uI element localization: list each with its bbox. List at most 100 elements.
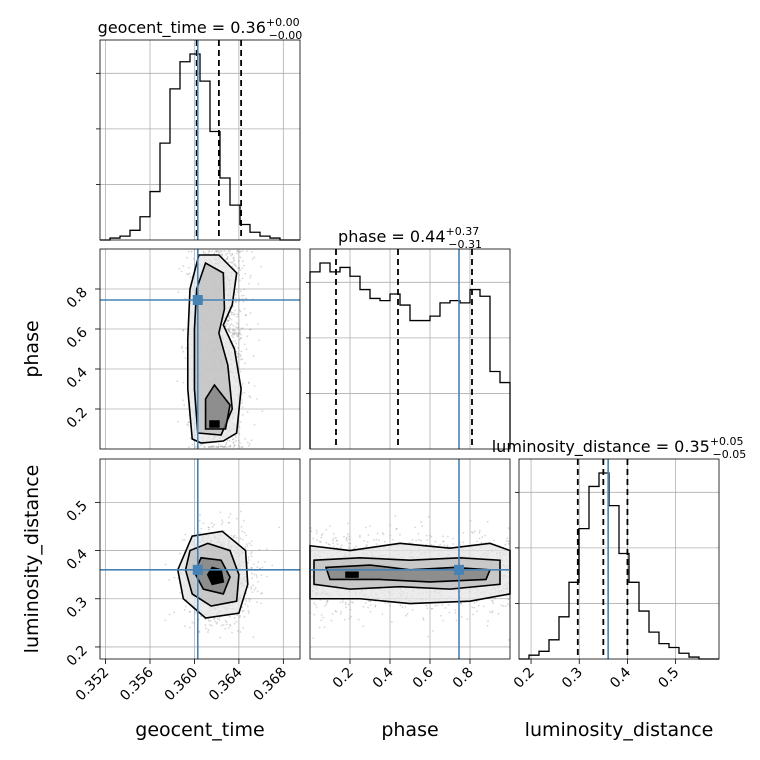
sample-point (238, 308, 241, 311)
sample-point (395, 527, 398, 530)
sample-point (466, 618, 469, 621)
sample-point (345, 606, 347, 609)
sample-point (426, 539, 429, 541)
sample-point (232, 536, 235, 539)
sample-point (443, 544, 446, 547)
yaxis-label-phase: phase (21, 320, 43, 377)
sample-point (200, 615, 202, 617)
sample-point (241, 402, 243, 404)
sample-point (238, 446, 241, 448)
sample-point (256, 566, 259, 569)
sample-point (184, 297, 187, 300)
sample-point (376, 532, 379, 535)
sample-point (239, 310, 242, 313)
sample-point (506, 602, 509, 605)
sample-point (214, 620, 217, 623)
sample-point (374, 604, 377, 607)
sample-point (230, 313, 233, 316)
sample-point (225, 623, 228, 626)
sample-point (490, 611, 493, 614)
sample-point (328, 543, 331, 546)
sample-point (236, 335, 239, 338)
sample-point (233, 444, 236, 447)
sample-point (507, 542, 510, 545)
sample-point (238, 329, 241, 332)
sample-point (239, 614, 242, 617)
sample-point (253, 573, 256, 576)
sample-point (454, 609, 457, 612)
sample-point (227, 250, 230, 252)
sample-point (432, 629, 435, 632)
sample-point (500, 604, 503, 607)
sample-point (228, 329, 231, 332)
sample-point (244, 297, 247, 300)
sample-point (188, 446, 190, 448)
sample-point (314, 604, 317, 606)
sample-point (243, 264, 246, 267)
sample-point (242, 382, 244, 385)
sample-point (389, 604, 392, 607)
sample-point (313, 613, 316, 616)
sample-point (365, 545, 368, 548)
sample-point (227, 328, 230, 331)
sample-point (210, 250, 213, 253)
sample-point (232, 340, 234, 343)
sample-point (460, 616, 463, 618)
sample-point (245, 543, 248, 546)
sample-point (241, 250, 244, 252)
sample-point (261, 566, 264, 569)
sample-point (442, 540, 445, 543)
sample-point (348, 535, 350, 538)
sample-point (240, 510, 242, 513)
sample-point (184, 533, 187, 536)
sample-point (242, 327, 244, 330)
sample-point (251, 551, 253, 553)
sample-point (235, 321, 238, 324)
sample-point (254, 587, 257, 589)
sample-point (502, 605, 505, 608)
sample-point (182, 329, 185, 332)
title-main: geocent_time = 0.36 (98, 18, 266, 38)
panel-frame-geocent_time (99, 39, 301, 241)
sample-point (497, 612, 500, 615)
sample-point (231, 261, 234, 264)
sample-point (213, 617, 216, 620)
sample-point (243, 343, 246, 346)
sample-point (395, 528, 398, 531)
sample-point (315, 529, 318, 532)
sample-point (229, 331, 232, 334)
sample-point (235, 265, 238, 268)
sample-point (185, 347, 188, 350)
sample-point (459, 602, 462, 605)
panel-frame-luminosity_distance (518, 458, 720, 660)
title-minus: −0.31 (448, 238, 482, 251)
sample-point (476, 610, 478, 613)
sample-point (471, 606, 474, 609)
sample-point (236, 517, 238, 520)
sample-point (228, 439, 231, 442)
sample-point (439, 614, 442, 617)
sample-point (173, 611, 176, 614)
sample-point (331, 612, 334, 615)
sample-point (482, 605, 485, 608)
sample-point (255, 574, 258, 576)
sample-point (198, 630, 201, 633)
sample-point (192, 258, 195, 260)
sample-point (340, 544, 343, 547)
ytick-label-luminosity_distance-1: 0.3 (64, 594, 91, 621)
sample-point (349, 608, 352, 611)
sample-point (224, 253, 227, 256)
ytick-label-luminosity_distance-0: 0.2 (64, 642, 91, 669)
sample-point (336, 543, 339, 546)
sample-point (227, 521, 230, 524)
sample-point (369, 604, 372, 607)
sample-point (186, 256, 188, 259)
sample-point (247, 561, 250, 564)
sample-point (247, 559, 250, 561)
sample-point (237, 346, 239, 349)
sample-point (236, 315, 239, 318)
sample-point (239, 631, 242, 633)
sample-point (228, 329, 230, 332)
sample-point (367, 606, 370, 609)
sample-point (447, 603, 450, 606)
